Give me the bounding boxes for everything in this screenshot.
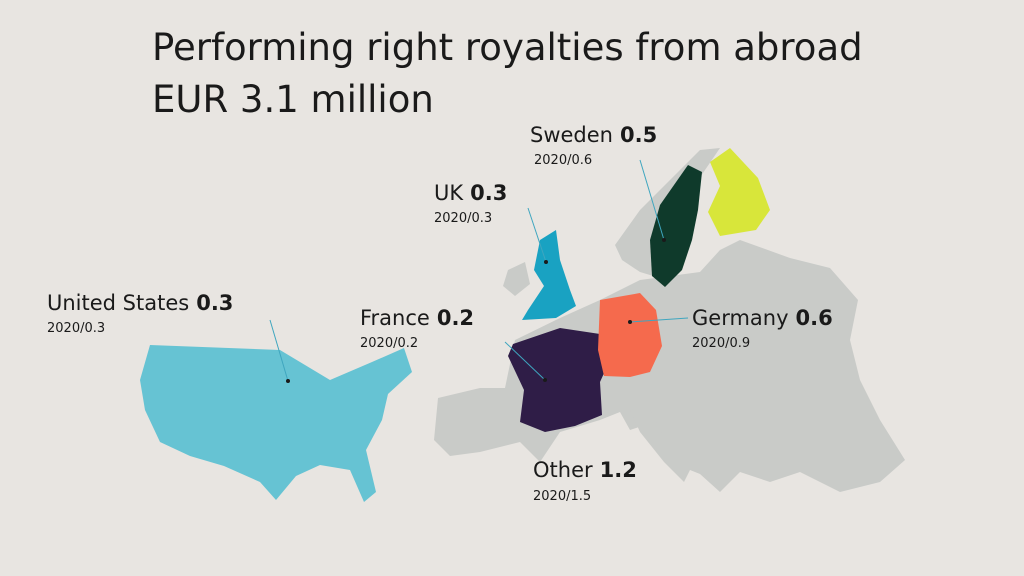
pointer [639, 159, 665, 241]
region-label: Germany 0.6 [692, 306, 833, 330]
region-value: 0.2 [437, 306, 474, 330]
region-name: Germany [692, 306, 789, 330]
region-label: Sweden 0.5 [530, 123, 657, 147]
region-previous: 2020/0.6 [534, 153, 592, 168]
germany [598, 293, 662, 377]
title: Performing right royalties from abroad [152, 26, 863, 69]
region-previous: 2020/0.9 [692, 336, 750, 351]
region-value: 1.2 [600, 458, 637, 482]
pointer-dot [628, 320, 632, 324]
pointer-dot [662, 238, 666, 242]
uk [522, 230, 576, 320]
pointer-dot [286, 379, 290, 383]
italy [630, 405, 692, 482]
france [508, 328, 610, 432]
region-name: United States [47, 291, 189, 315]
region-label: Other 1.2 [533, 458, 637, 482]
region-name: UK [434, 181, 464, 205]
pointer [527, 207, 547, 263]
region-previous: 2020/1.5 [533, 489, 591, 504]
region-value: 0.3 [470, 181, 507, 205]
region-name: France [360, 306, 430, 330]
region-name: Sweden [530, 123, 613, 147]
region-value: 0.5 [620, 123, 657, 147]
region-previous: 2020/0.2 [360, 336, 418, 351]
region-value: 0.6 [796, 306, 833, 330]
finland [708, 148, 770, 236]
pointer-dot [544, 260, 548, 264]
region-label: France 0.2 [360, 306, 474, 330]
region-value: 0.3 [196, 291, 233, 315]
sweden [650, 165, 702, 287]
region-previous: 2020/0.3 [434, 211, 492, 226]
pointer [269, 319, 289, 382]
pointer [629, 317, 689, 323]
pointer-dot [543, 378, 547, 382]
region-label: United States 0.3 [47, 291, 233, 315]
region-name: Other [533, 458, 593, 482]
united-states [140, 345, 412, 502]
ireland [503, 262, 530, 296]
subtitle: EUR 3.1 million [152, 78, 434, 121]
pointer [504, 341, 546, 381]
region-previous: 2020/0.3 [47, 321, 105, 336]
region-label: UK 0.3 [434, 181, 507, 205]
